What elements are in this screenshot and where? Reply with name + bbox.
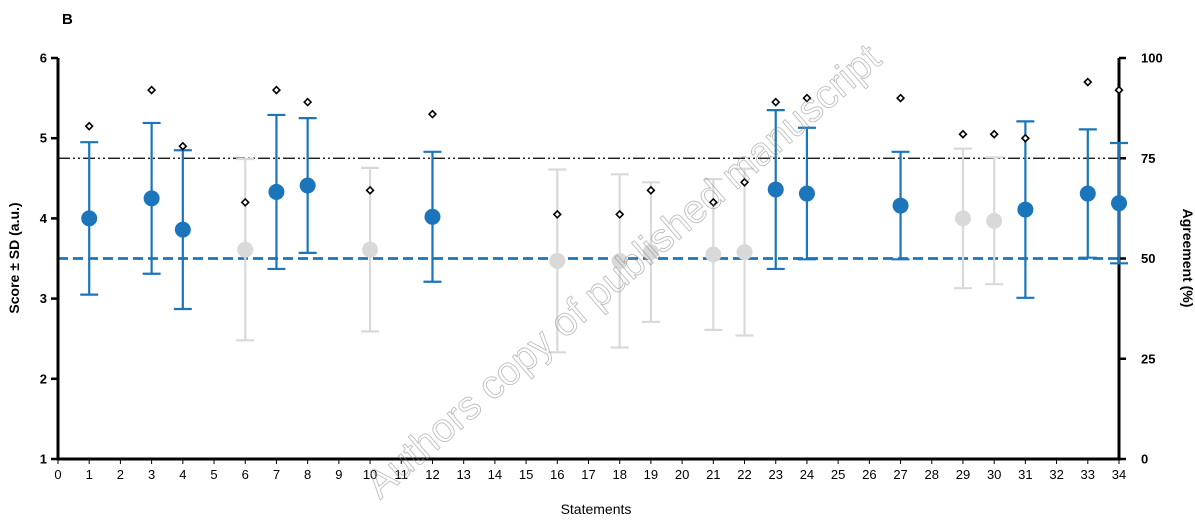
- x-tick-label: 9: [335, 467, 342, 482]
- x-tick-label: 3: [148, 467, 155, 482]
- mean-point-27: [892, 197, 909, 214]
- x-tick-label: 18: [612, 467, 626, 482]
- panel-label: B: [62, 11, 73, 28]
- x-tick-label: 5: [210, 467, 217, 482]
- x-tick-label: 29: [956, 467, 970, 482]
- mean-point-24: [798, 185, 815, 202]
- x-tick-label: 24: [800, 467, 814, 482]
- agreement-marker-22: [739, 177, 750, 187]
- agreement-marker-3: [147, 85, 157, 95]
- mean-point-31: [1017, 201, 1034, 218]
- x-tick-label: 32: [1049, 467, 1063, 482]
- x-tick-label: 23: [769, 467, 783, 482]
- x-tick-label: 15: [519, 467, 533, 482]
- x-tick-label: 31: [1018, 467, 1032, 482]
- x-tick-label: 19: [644, 467, 658, 482]
- mean-point-10: [362, 241, 379, 258]
- score-points: [81, 177, 1127, 269]
- mean-point-3: [143, 190, 160, 207]
- agreement-marker-16: [552, 209, 562, 219]
- mean-point-12: [424, 208, 441, 225]
- x-tick-label: 34: [1112, 467, 1126, 482]
- mean-point-34: [1111, 195, 1127, 212]
- x-tick-label: 17: [581, 467, 595, 482]
- y-tick-label: 3: [40, 291, 47, 306]
- agreement-marker-34: [1114, 85, 1124, 95]
- mean-point-4: [174, 221, 191, 238]
- x-axis-title: Statements: [561, 501, 632, 517]
- agreement-marker-24: [802, 93, 812, 103]
- x-tick-label: 8: [304, 467, 311, 482]
- mean-point-6: [237, 241, 254, 258]
- x-tick-label: 26: [862, 467, 876, 482]
- y2-axis-title: Agreement (%): [1180, 209, 1195, 308]
- y2-tick-label: 100: [1141, 51, 1163, 66]
- mean-point-33: [1079, 185, 1096, 202]
- y-tick-label: 5: [40, 131, 47, 146]
- y-tick-label: 2: [40, 371, 47, 386]
- y-tick-label: 1: [40, 452, 47, 467]
- x-tick-label: 7: [273, 467, 280, 482]
- x-tick-label: 0: [54, 467, 61, 482]
- agreement-marker-33: [1083, 77, 1093, 87]
- x-tick-label: 25: [831, 467, 845, 482]
- agreement-marker-7: [271, 85, 281, 95]
- x-tick-label: 2: [117, 467, 124, 482]
- agreement-marker-18: [615, 209, 625, 219]
- x-tick-label: 16: [550, 467, 564, 482]
- x-tick-label: 10: [363, 467, 377, 482]
- y2-tick-label: 50: [1141, 251, 1155, 266]
- agreement-marker-19: [646, 185, 656, 195]
- x-tick-label: 13: [456, 467, 470, 482]
- mean-point-19: [642, 244, 659, 261]
- mean-point-21: [705, 246, 722, 263]
- agreement-marker-23: [771, 97, 781, 107]
- mean-point-18: [611, 252, 628, 269]
- axes: 0 1 2 3 4 5 6 7 8 9 10 11 12 13 14 15 16 17 18 19 20 21 22 23 24…: [40, 51, 1163, 483]
- x-tick-label: 33: [1081, 467, 1095, 482]
- agreement-marker-21: [708, 197, 718, 207]
- x-tick-label: 1: [86, 467, 93, 482]
- mean-point-1: [81, 210, 98, 227]
- x-tick-label: 12: [425, 467, 439, 482]
- y-axis-title: Score ± SD (a.u.): [6, 202, 22, 313]
- x-tick-label: 11: [395, 467, 409, 482]
- mean-point-30: [986, 212, 1003, 229]
- x-tick-label: 14: [488, 467, 502, 482]
- x-tick-label: 30: [987, 467, 1001, 482]
- mean-point-29: [954, 210, 971, 227]
- mean-point-7: [268, 183, 285, 200]
- agreement-marker-30: [989, 129, 999, 139]
- x-tick-label: 27: [893, 467, 907, 482]
- agreement-marker-27: [896, 93, 906, 103]
- mean-point-22: [736, 244, 753, 261]
- mean-point-23: [767, 181, 784, 198]
- agreement-marker-8: [303, 97, 313, 107]
- x-tick-label: 20: [675, 467, 689, 482]
- y-tick-label: 6: [40, 51, 47, 66]
- y2-tick-label: 25: [1141, 351, 1155, 366]
- agreement-marker-10: [365, 185, 375, 195]
- y2-tick-label: 75: [1141, 151, 1155, 166]
- y2-tick-label: 0: [1141, 452, 1148, 467]
- watermark-text: Authors copy of published manuscript: [357, 36, 889, 507]
- agreement-marker-6: [240, 197, 250, 207]
- agreement-markers: [84, 77, 1124, 219]
- agreement-marker-29: [958, 129, 968, 139]
- agreement-marker-12: [427, 109, 438, 119]
- mean-point-16: [549, 252, 566, 269]
- x-tick-label: 22: [737, 467, 751, 482]
- agreement-marker-4: [178, 141, 188, 151]
- mean-point-8: [299, 177, 316, 194]
- x-tick-label: 28: [925, 467, 939, 482]
- x-tick-label: 6: [242, 467, 249, 482]
- reference-lines: [58, 157, 1119, 260]
- agreement-marker-1: [84, 121, 94, 131]
- x-tick-label: 21: [706, 467, 720, 482]
- x-tick-label: 4: [179, 467, 186, 482]
- agreement-marker-31: [1020, 133, 1030, 143]
- y-tick-label: 4: [40, 211, 48, 226]
